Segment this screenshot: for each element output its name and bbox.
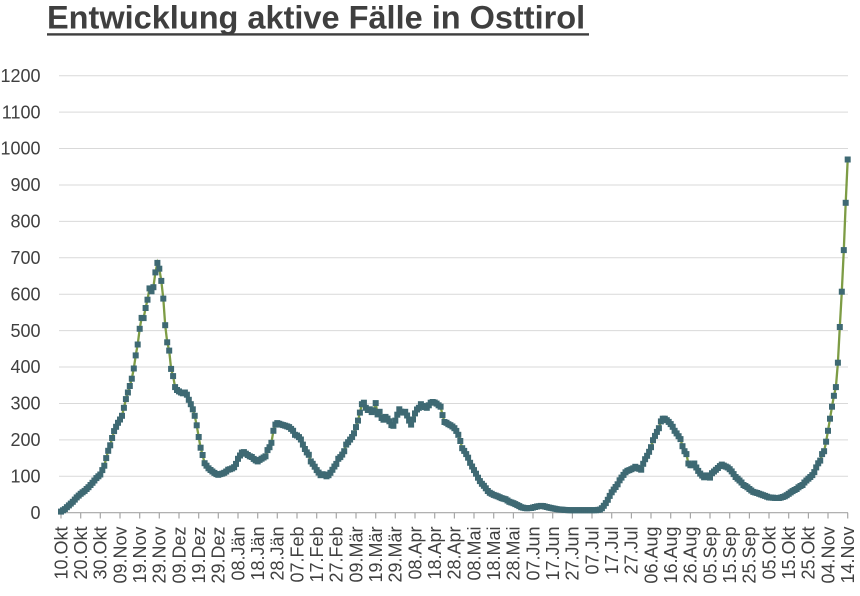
- svg-text:800: 800: [10, 212, 40, 232]
- svg-text:Entwicklung aktive Fälle in Os: Entwicklung aktive Fälle in Osttirol: [47, 0, 585, 36]
- svg-text:05.Okt: 05.Okt: [759, 527, 779, 580]
- svg-text:500: 500: [10, 321, 40, 341]
- svg-text:100: 100: [10, 467, 40, 487]
- svg-text:19.Nov: 19.Nov: [130, 527, 150, 584]
- svg-text:04.Nov: 04.Nov: [818, 527, 838, 584]
- svg-text:07.Feb: 07.Feb: [287, 527, 307, 583]
- svg-text:17.Feb: 17.Feb: [307, 527, 327, 583]
- svg-text:07.Jun: 07.Jun: [523, 527, 543, 581]
- svg-text:08.Mai: 08.Mai: [464, 527, 484, 581]
- svg-text:27.Jun: 27.Jun: [563, 527, 583, 581]
- svg-text:25.Sep: 25.Sep: [740, 527, 760, 584]
- svg-text:17.Jul: 17.Jul: [602, 527, 622, 575]
- svg-text:200: 200: [10, 430, 40, 450]
- svg-text:18.Mai: 18.Mai: [484, 527, 504, 581]
- svg-text:19.Mär: 19.Mär: [366, 527, 386, 583]
- svg-text:09.Mär: 09.Mär: [346, 527, 366, 583]
- svg-text:27.Feb: 27.Feb: [327, 527, 347, 583]
- svg-text:08.Jän: 08.Jän: [228, 527, 248, 581]
- svg-text:1100: 1100: [2, 102, 41, 122]
- svg-text:20.Okt: 20.Okt: [71, 527, 91, 580]
- svg-text:10.Okt: 10.Okt: [51, 527, 71, 580]
- svg-text:30.Okt: 30.Okt: [91, 527, 111, 580]
- svg-text:28.Jän: 28.Jän: [268, 527, 288, 581]
- svg-text:28.Mai: 28.Mai: [504, 527, 524, 581]
- svg-text:15.Sep: 15.Sep: [720, 527, 740, 584]
- svg-text:600: 600: [10, 284, 40, 304]
- svg-text:15.Okt: 15.Okt: [779, 527, 799, 580]
- svg-text:06.Aug: 06.Aug: [641, 527, 661, 584]
- svg-text:17.Jun: 17.Jun: [543, 527, 563, 581]
- svg-text:19.Dez: 19.Dez: [189, 527, 209, 584]
- svg-text:07.Jul: 07.Jul: [582, 527, 602, 575]
- svg-text:29.Mär: 29.Mär: [386, 527, 406, 583]
- svg-text:0: 0: [30, 503, 40, 523]
- svg-text:09.Nov: 09.Nov: [110, 527, 130, 584]
- svg-text:16.Aug: 16.Aug: [661, 527, 681, 584]
- svg-text:29.Dez: 29.Dez: [209, 527, 229, 584]
- svg-text:08.Apr: 08.Apr: [405, 527, 425, 580]
- svg-text:26.Aug: 26.Aug: [681, 527, 701, 584]
- svg-text:29.Nov: 29.Nov: [150, 527, 170, 584]
- svg-text:900: 900: [10, 175, 40, 195]
- svg-text:09.Dez: 09.Dez: [169, 527, 189, 584]
- svg-text:1000: 1000: [0, 139, 40, 159]
- svg-text:1200: 1200: [0, 66, 40, 86]
- svg-text:14.Nov: 14.Nov: [838, 527, 858, 584]
- svg-text:300: 300: [10, 394, 40, 414]
- svg-text:700: 700: [10, 248, 40, 268]
- svg-text:18.Jän: 18.Jän: [248, 527, 268, 581]
- svg-text:400: 400: [10, 357, 40, 377]
- svg-text:27.Jul: 27.Jul: [622, 527, 642, 575]
- svg-text:28.Apr: 28.Apr: [445, 527, 465, 580]
- svg-text:18.Apr: 18.Apr: [425, 527, 445, 580]
- svg-text:25.Okt: 25.Okt: [799, 527, 819, 580]
- svg-text:05.Sep: 05.Sep: [700, 527, 720, 584]
